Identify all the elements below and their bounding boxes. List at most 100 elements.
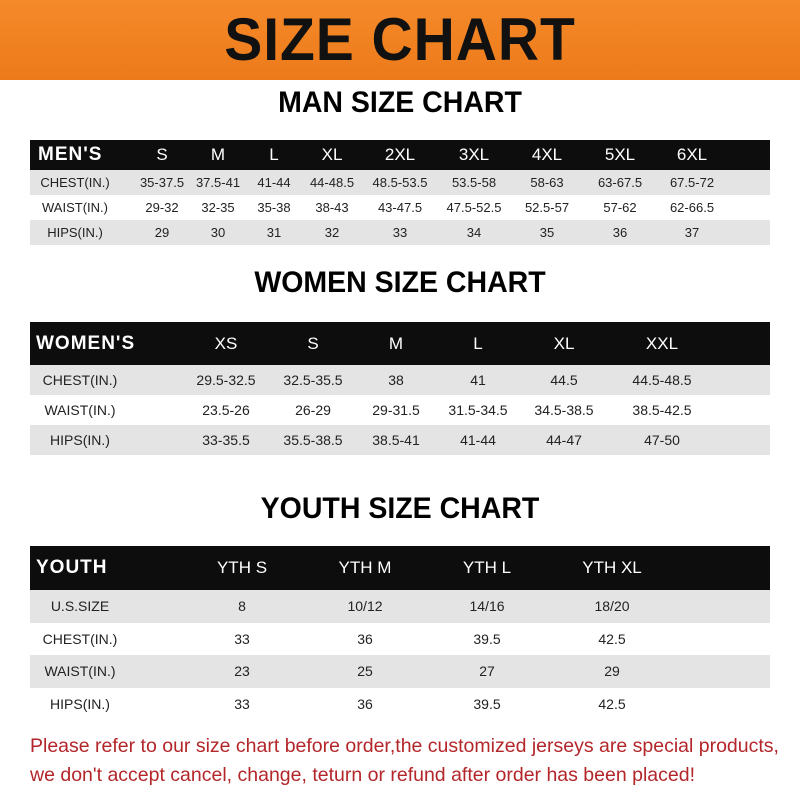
table-cell: 58-63 [530,175,564,190]
measure-label: CHEST(IN.) [40,175,110,190]
table-row: WAIST(IN.) 23.5-26 26-29 29-31.5 31.5-34.5 34… [30,395,770,425]
table-cell: 18/20 [594,598,630,614]
table-cell: 29-31.5 [372,402,420,418]
table-cell: 36 [612,225,628,240]
table-cell: 41 [470,372,486,388]
table-cell: 33 [392,225,408,240]
table-cell: 32.5-35.5 [283,372,343,388]
size-header: XXL [645,334,679,353]
page-title: SIZE CHART [224,6,576,73]
table-cell: 26-29 [295,402,331,418]
table-row: CHEST(IN.) 33 36 39.5 42.5 [30,622,770,655]
size-header: M [388,334,404,353]
table-cell: 67.5-72 [669,175,715,190]
youth-size-table: YOUTH YTH S YTH M YTH L YTH XL U.S.SIZE 8 10/12… [30,546,770,720]
table-cell: 32 [324,225,340,240]
table-cell: 47.5-52.5 [446,200,502,215]
table-row: U.S.SIZE 8 10/12 14/16 18/20 [30,590,770,623]
table-row: WAIST(IN.) 23 25 27 29 [30,655,770,688]
measure-label: CHEST(IN.) [42,630,118,647]
table-cell: 27 [479,663,495,679]
table-cell: 23 [234,663,250,679]
measure-label: WAIST(IN.) [44,663,116,679]
size-header: YTH L [462,558,512,577]
notice-line-2: we don't accept cancel, change, teturn o… [30,764,695,786]
table-cell: 14/16 [469,598,505,614]
women-heading: WOMEN SIZE CHART [254,266,546,299]
size-header: XS [214,334,238,353]
table-cell: 29-32 [145,200,179,215]
table-cell: 23.5-26 [202,402,250,418]
table-cell: 41-44 [460,432,496,448]
table-cell: 39.5 [473,630,501,647]
measure-label: CHEST(IN.) [42,372,118,388]
table-cell: 47-50 [644,432,680,448]
table-cell: 35.5-38.5 [283,432,343,448]
size-header: L [269,145,279,164]
size-header: 3XL [458,145,490,164]
table-cell: 41-44 [257,175,291,190]
measure-label: HIPS(IN.) [47,225,103,240]
measure-label: HIPS(IN.) [50,695,110,712]
header-row: WOMEN'S XS S M L XL XXL [30,322,770,365]
table-cell: 42.5 [598,630,626,647]
size-header: M [210,145,226,164]
table-cell: 33-35.5 [202,432,250,448]
table-cell: 32-35 [201,200,235,215]
table-cell: 36 [357,695,373,712]
measure-label: U.S.SIZE [50,598,110,614]
youth-heading: YOUTH SIZE CHART [260,492,540,525]
table-cell: 33 [234,630,250,647]
table-row: WAIST(IN.) 29-32 32-35 35-38 38-43 43-47.5 47.… [30,195,770,220]
table-cell: 48.5-53.5 [372,175,428,190]
table-cell: 31 [266,225,282,240]
table-title: WOMEN'S [36,333,136,354]
size-header: 4XL [531,145,563,164]
table-cell: 62-66.5 [669,200,715,215]
table-row: HIPS(IN.) 29 30 31 32 33 34 35 36 37 [30,220,770,245]
size-header: 2XL [384,145,416,164]
table-cell: 31.5-34.5 [448,402,508,418]
measure-label: HIPS(IN.) [50,432,110,448]
table-cell: 37.5-41 [195,175,241,190]
table-cell: 38.5-41 [372,432,420,448]
table-cell: 35-37.5 [139,175,185,190]
size-header: YTH XL [582,558,642,577]
size-header: YTH S [216,558,268,577]
size-header: XL [321,145,343,164]
table-cell: 30 [210,225,226,240]
size-header: S [156,145,168,164]
table-cell: 25 [357,663,373,679]
table-row: CHEST(IN.) 29.5-32.5 32.5-35.5 38 41 44.5 44.5… [30,365,770,395]
table-cell: 44-48.5 [309,175,355,190]
table-cell: 42.5 [598,695,626,712]
table-cell: 34.5-38.5 [534,402,594,418]
notice-line-1: Please refer to our size chart before or… [30,735,779,757]
size-header: 6XL [676,145,708,164]
table-cell: 52.5-57 [524,200,570,215]
table-cell: 29 [154,225,170,240]
table-cell: 33 [234,695,250,712]
men-heading: MAN SIZE CHART [278,86,522,119]
table-cell: 38 [388,372,404,388]
table-cell: 35 [539,225,555,240]
header-row: YOUTH YTH S YTH M YTH L YTH XL [30,546,770,590]
table-cell: 44.5 [550,372,578,388]
table-cell: 44.5-48.5 [632,372,692,388]
table-cell: 8 [238,598,246,614]
women-size-table: WOMEN'S XS S M L XL XXL CHEST(IN.) 29.5-32.5 32.5… [30,322,770,455]
size-header: 5XL [604,145,636,164]
size-header: XL [553,334,575,353]
table-cell: 53.5-58 [451,175,497,190]
table-cell: 57-62 [603,200,637,215]
table-row: CHEST(IN.) 35-37.5 37.5-41 41-44 44-48.5 48.5… [30,170,770,195]
table-cell: 63-67.5 [597,175,643,190]
measure-label: WAIST(IN.) [42,200,108,215]
table-cell: 10/12 [347,598,383,614]
table-cell: 39.5 [473,695,501,712]
table-cell: 29 [604,663,620,679]
size-header: L [473,334,483,353]
table-cell: 35-38 [257,200,291,215]
men-size-table: MEN'S S M L XL 2XL 3XL 4XL 5XL 6XL CHEST(IN.) 35-37… [30,140,770,245]
measure-label: WAIST(IN.) [44,402,116,418]
